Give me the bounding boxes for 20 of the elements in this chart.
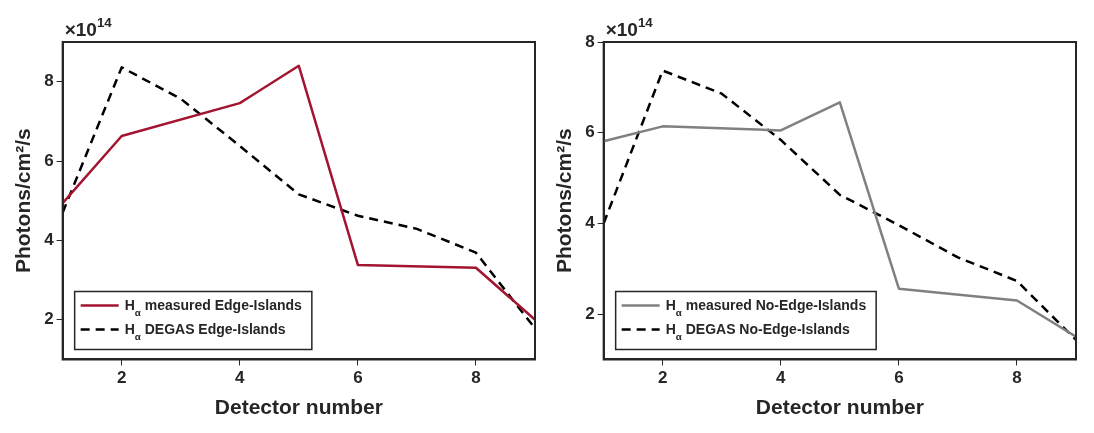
x-tick-label: 2	[116, 368, 127, 388]
x-tick-label: 2	[657, 368, 668, 388]
y-axis-title: Photons/cm²/s	[11, 128, 35, 274]
x-tick-label: 4	[776, 368, 787, 388]
y-axis-title: Photons/cm²/s	[552, 128, 576, 274]
y-tick-label: 4	[585, 213, 596, 233]
x-tick-label: 4	[235, 368, 246, 388]
y-tick-label: 6	[44, 150, 54, 170]
y-tick-label: 8	[44, 71, 54, 91]
y-tick-label: 2	[44, 309, 54, 329]
x-tick-label: 6	[353, 368, 363, 388]
x-tick-label: 8	[471, 368, 481, 388]
y-tick-label: 2	[585, 303, 595, 323]
x-tick-label: 6	[894, 368, 904, 388]
x-axis-title: Detector number	[214, 395, 383, 419]
x-tick-label: 8	[1012, 368, 1022, 388]
y-tick-label: 8	[585, 31, 595, 51]
y-tick-label: 4	[44, 230, 55, 250]
y-tick-label: 6	[585, 122, 595, 142]
x-axis-title: Detector number	[755, 395, 924, 419]
